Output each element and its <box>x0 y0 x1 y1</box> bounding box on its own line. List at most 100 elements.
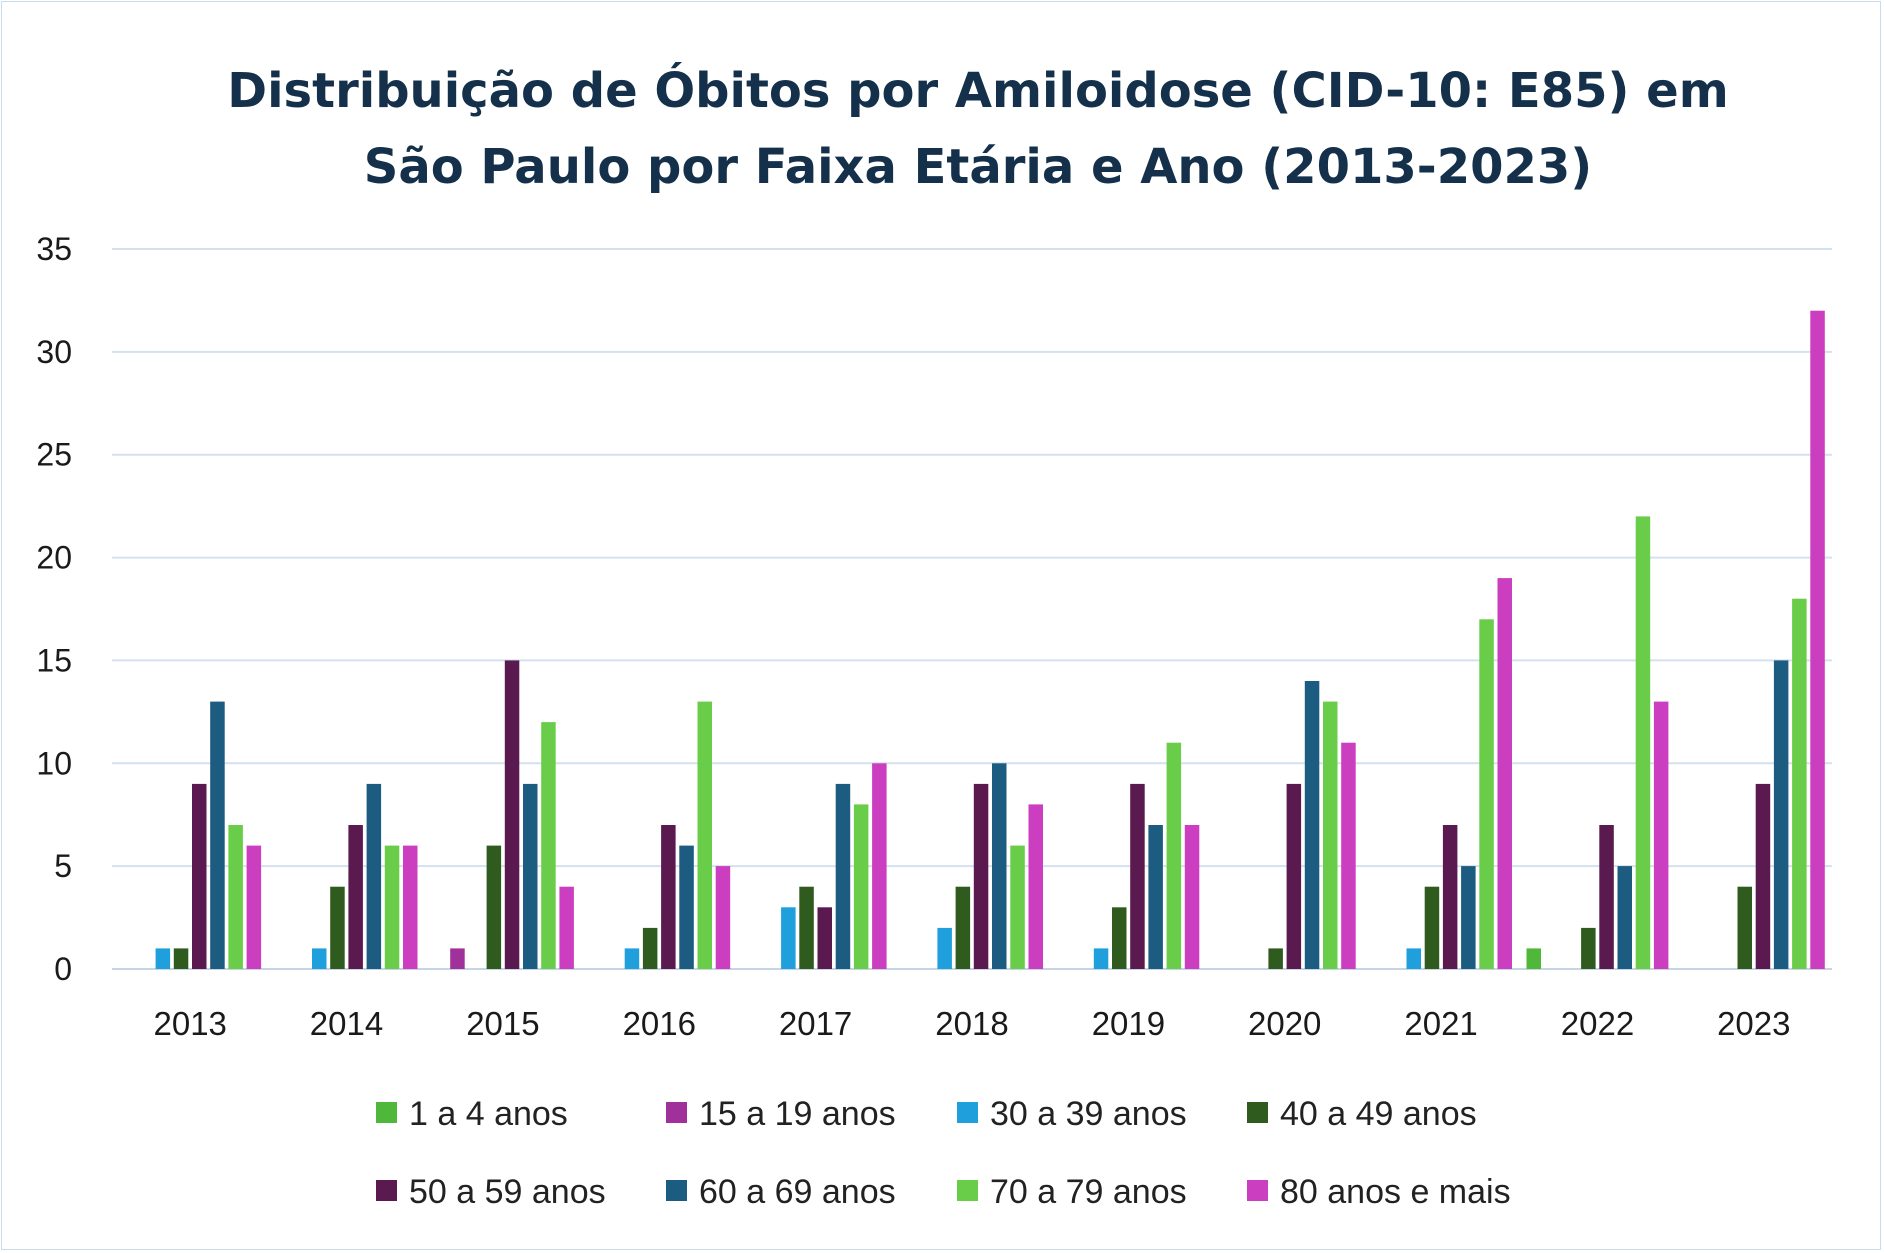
bar <box>1442 825 1458 969</box>
y-tick-label: 30 <box>36 334 72 370</box>
x-tick-label: 2022 <box>1561 1005 1634 1042</box>
legend-swatch <box>957 1180 978 1201</box>
bar <box>1526 948 1541 969</box>
bar <box>559 886 574 969</box>
bar <box>1112 907 1127 969</box>
bar <box>246 845 262 969</box>
y-tick-label: 20 <box>36 540 72 576</box>
legend-swatch <box>376 1102 397 1123</box>
bar <box>1286 783 1302 969</box>
bar <box>937 927 952 969</box>
bar <box>1166 742 1182 969</box>
bar <box>450 948 465 969</box>
x-tick-label: 2021 <box>1404 1005 1477 1042</box>
legend-label: 1 a 4 anos <box>409 1095 568 1133</box>
x-tick-label: 2020 <box>1248 1005 1321 1042</box>
bar <box>624 948 640 969</box>
legend-swatch <box>1247 1102 1268 1123</box>
legend-label: 15 a 19 anos <box>699 1095 896 1133</box>
bar <box>1755 783 1771 969</box>
bar <box>955 886 971 969</box>
x-tick-label: 2023 <box>1717 1005 1790 1042</box>
bar <box>697 701 712 969</box>
bar <box>817 907 832 969</box>
bar <box>661 825 676 969</box>
x-tick-label: 2017 <box>779 1005 852 1042</box>
bar <box>486 845 502 969</box>
legend-label: 50 a 59 anos <box>409 1173 606 1211</box>
bar <box>1773 660 1789 969</box>
legend-swatch <box>1247 1180 1268 1201</box>
bar <box>992 763 1007 969</box>
legend-swatch <box>666 1180 687 1201</box>
bar <box>1581 927 1596 969</box>
bar <box>366 783 382 969</box>
bar <box>1323 701 1338 969</box>
x-axis: 2013 2014 2015 2016 2017 2018 2019 2020 2021 2022… <box>153 1005 1790 1042</box>
bar <box>330 886 345 969</box>
legend-label: 80 anos e mais <box>1280 1173 1511 1211</box>
bar <box>835 783 851 969</box>
bar <box>348 825 363 969</box>
bar <box>1424 886 1440 969</box>
bar <box>1479 619 1494 969</box>
bar <box>504 660 520 969</box>
bar <box>1341 742 1356 969</box>
bar <box>155 948 171 969</box>
x-tick-label: 2018 <box>935 1005 1008 1042</box>
bar <box>1304 681 1320 969</box>
x-tick-label: 2019 <box>1092 1005 1165 1042</box>
bar <box>1184 825 1200 969</box>
legend-swatch <box>666 1102 687 1123</box>
bar <box>1268 948 1283 969</box>
legend-label: 40 a 49 anos <box>1280 1095 1477 1133</box>
legend-label: 70 a 79 anos <box>990 1173 1187 1211</box>
bar <box>173 948 189 969</box>
bar <box>1599 825 1614 969</box>
bar <box>1461 866 1476 969</box>
bar <box>1810 310 1825 969</box>
y-tick-label: 35 <box>36 231 72 267</box>
legend-swatch <box>957 1102 978 1123</box>
bar <box>1737 886 1752 969</box>
bar <box>872 763 887 969</box>
bar <box>1148 825 1163 969</box>
y-tick-label: 5 <box>54 848 72 884</box>
bar <box>1653 701 1669 969</box>
bar <box>1406 948 1421 969</box>
bar <box>679 845 694 969</box>
bar <box>1093 948 1109 969</box>
legend-swatch <box>376 1180 397 1201</box>
legend: 1 a 4 anos 15 a 19 anos 30 a 39 anos 40 a 4… <box>376 1095 1511 1211</box>
y-tick-label: 15 <box>36 642 72 678</box>
bar <box>642 927 658 969</box>
bar <box>1792 598 1807 969</box>
x-tick-label: 2016 <box>623 1005 696 1042</box>
bar <box>541 722 556 969</box>
bar <box>799 886 814 969</box>
bar <box>312 948 327 969</box>
legend-label: 60 a 69 anos <box>699 1173 896 1211</box>
y-tick-label: 0 <box>54 951 72 987</box>
x-tick-label: 2015 <box>466 1005 539 1042</box>
bar <box>1497 578 1512 969</box>
y-tick-label: 10 <box>36 745 72 781</box>
bar <box>228 825 243 969</box>
bar <box>403 845 418 969</box>
bar <box>715 866 731 969</box>
bar <box>853 804 869 969</box>
bar <box>1617 866 1632 969</box>
bar <box>192 783 207 969</box>
bar <box>1028 804 1043 969</box>
chart-title: Distribuição de Óbitos por Amiloidose (C… <box>227 62 1728 195</box>
bar <box>1130 783 1145 969</box>
y-axis: 0 5 10 15 20 25 30 35 <box>36 231 72 987</box>
chart-title-line-1: Distribuição de Óbitos por Amiloidose (C… <box>227 62 1728 119</box>
y-tick-label: 25 <box>36 437 72 473</box>
bar <box>1635 516 1651 969</box>
bar <box>384 845 400 969</box>
bar <box>1010 845 1025 969</box>
bar <box>210 701 225 969</box>
legend-label: 30 a 39 anos <box>990 1095 1187 1133</box>
